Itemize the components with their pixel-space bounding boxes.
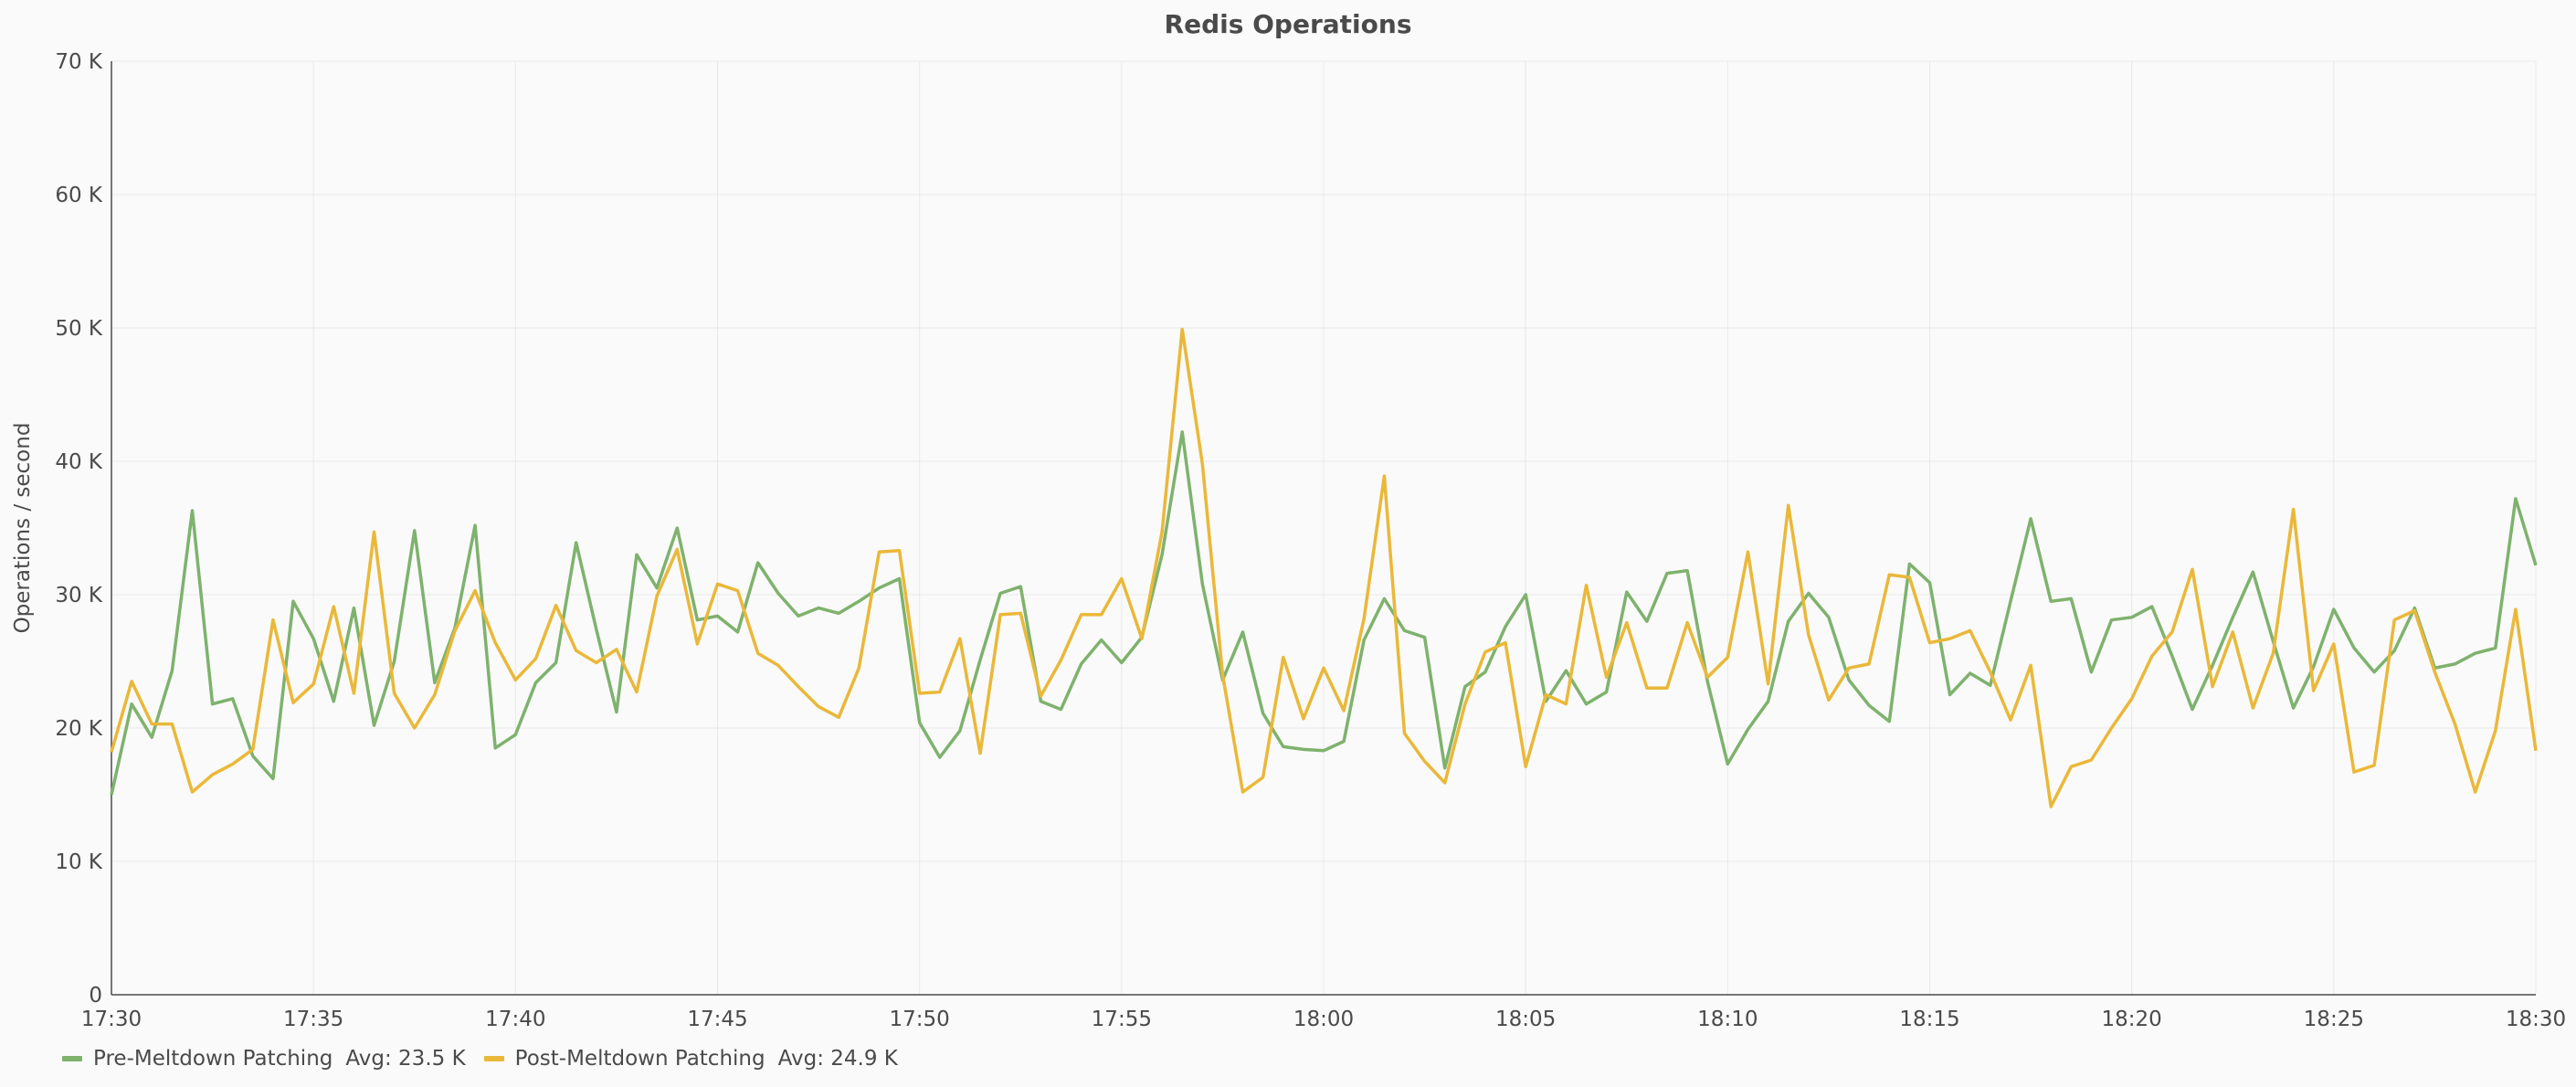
legend-item-post-meltdown[interactable]: Post-Meltdown Patching Avg: 24.9 K xyxy=(483,1047,898,1071)
x-tick-label: 18:10 xyxy=(1697,1008,1758,1031)
x-tick-label: 17:55 xyxy=(1092,1008,1152,1031)
y-tick-label: 70 K xyxy=(55,50,103,74)
x-tick-label: 18:05 xyxy=(1495,1008,1556,1031)
legend-series-avg: Avg: 24.9 K xyxy=(777,1047,898,1071)
y-tick-label: 50 K xyxy=(55,317,103,341)
y-tick-label: 0 xyxy=(89,984,102,1008)
legend-series-avg: Avg: 23.5 K xyxy=(345,1047,466,1071)
y-tick-label: 30 K xyxy=(55,584,103,607)
y-tick-label: 20 K xyxy=(55,717,103,741)
y-axis-label: Operations / second xyxy=(11,423,35,634)
x-tick-label: 18:25 xyxy=(2304,1008,2364,1031)
x-tick-label: 17:30 xyxy=(81,1008,142,1031)
legend-item-pre-meltdown[interactable]: Pre-Meltdown Patching Avg: 23.5 K xyxy=(62,1047,466,1071)
series-lines xyxy=(110,327,2538,808)
y-tick-label: 60 K xyxy=(55,184,103,207)
legend-series-name: Pre-Meltdown Patching xyxy=(93,1047,333,1071)
series-line-1 xyxy=(110,327,2538,808)
x-tick-label: 18:30 xyxy=(2506,1008,2566,1031)
x-tick-label: 17:50 xyxy=(890,1008,950,1031)
y-tick-label: 40 K xyxy=(55,450,103,474)
line-chart: 0 10 K 20 K 30 K 40 K 50 K 60 K 70 K 17:30 17:35 1… xyxy=(11,50,2566,1031)
x-tick-label: 17:40 xyxy=(485,1008,545,1031)
x-tick-label: 18:15 xyxy=(1899,1008,1959,1031)
axes: 0 10 K 20 K 30 K 40 K 50 K 60 K 70 K 17:30 17:35 1… xyxy=(11,50,2566,1031)
x-tick-label: 18:00 xyxy=(1293,1008,1354,1031)
x-tick-label: 18:20 xyxy=(2102,1008,2162,1031)
series-line-0 xyxy=(110,430,2538,796)
x-tick-label: 17:45 xyxy=(687,1008,747,1031)
chart-title: Redis Operations xyxy=(1164,9,1412,39)
x-tick-label: 17:35 xyxy=(283,1008,343,1031)
legend-swatch-icon xyxy=(62,1056,82,1061)
legend-series-name: Post-Meltdown Patching xyxy=(514,1047,765,1071)
y-tick-label: 10 K xyxy=(55,850,103,874)
legend-swatch-icon xyxy=(483,1056,504,1061)
legend: Pre-Meltdown Patching Avg: 23.5 K Post-M… xyxy=(62,1047,916,1071)
